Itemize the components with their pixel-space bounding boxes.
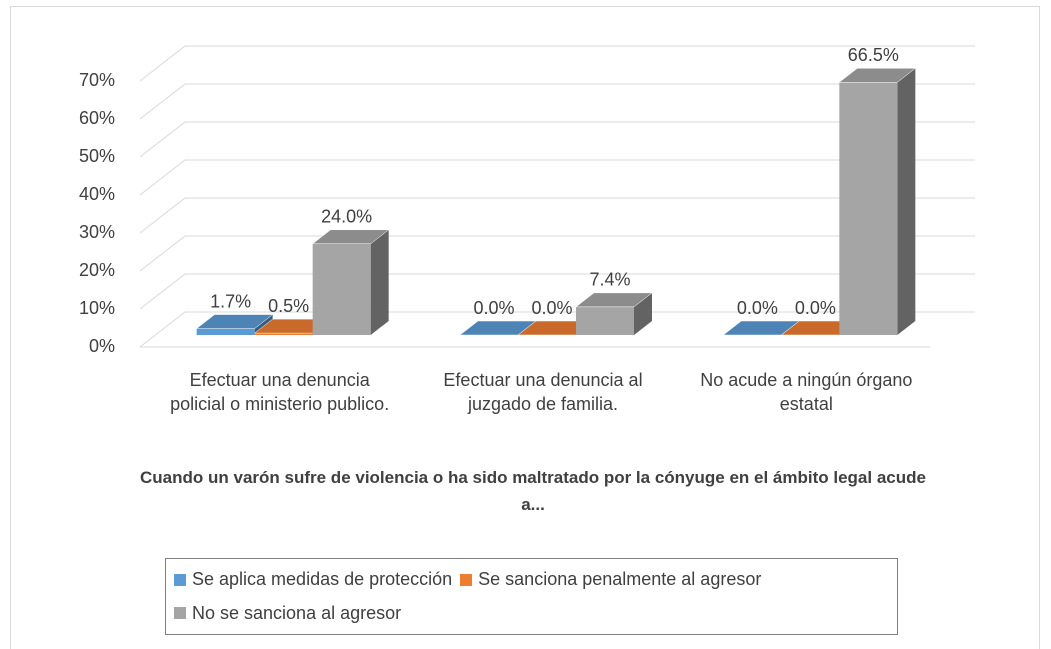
bar-group xyxy=(838,68,917,336)
value-label: 66.5% xyxy=(848,45,899,65)
legend-swatch xyxy=(174,573,186,586)
y-tick-label: 20% xyxy=(79,260,115,280)
y-tick-label: 50% xyxy=(79,146,115,166)
legend-swatch xyxy=(174,607,186,620)
grid-line xyxy=(139,197,975,234)
y-tick-label: 70% xyxy=(79,70,115,90)
value-label: 0.0% xyxy=(795,298,836,318)
legend: Se aplica medidas de protección Se sancio… xyxy=(165,558,898,635)
value-label: 1.7% xyxy=(210,291,251,311)
value-label: 0.5% xyxy=(268,296,309,316)
bar-group xyxy=(575,292,653,335)
value-label: 0.0% xyxy=(737,298,778,318)
y-tick-label: 40% xyxy=(79,184,115,204)
legend-label: Se aplica medidas de protección xyxy=(192,569,453,590)
value-label: 0.0% xyxy=(531,298,572,318)
bar-top xyxy=(311,229,390,245)
bar-group xyxy=(311,229,390,335)
grid-line xyxy=(139,83,975,120)
y-tick-label: 10% xyxy=(79,298,115,318)
chart-title: Cuando un varón sufre de violencia o ha … xyxy=(140,468,926,514)
grid-line xyxy=(139,121,975,158)
bar xyxy=(254,333,313,335)
value-label: 7.4% xyxy=(589,270,630,290)
grid-line xyxy=(139,235,975,272)
y-tick-label: 60% xyxy=(79,108,115,128)
bar xyxy=(196,328,255,335)
value-label: 0.0% xyxy=(473,298,514,318)
bar-top xyxy=(575,292,653,308)
legend-label: No se sanciona al agresor xyxy=(192,602,402,623)
bar xyxy=(576,306,634,335)
bar-side xyxy=(897,68,916,336)
legend-item: Se aplica medidas de protección xyxy=(174,569,452,590)
legend-item: Se sanciona penalmente al agresor xyxy=(460,569,761,590)
y-tick-label: 0% xyxy=(89,336,115,356)
bar xyxy=(312,243,371,335)
x-tick-label: Efectuar una denuncia al juzgado de fami… xyxy=(443,370,643,414)
bar-top xyxy=(838,68,917,83)
legend-item: No se sanciona al agresor xyxy=(174,603,401,624)
grid-line xyxy=(139,159,975,196)
value-label: 24.0% xyxy=(321,207,372,227)
bar xyxy=(839,82,898,335)
bar-group xyxy=(195,314,274,335)
grid-line xyxy=(139,311,975,348)
bar-side xyxy=(370,229,389,335)
x-tick-label: Efectuar una denuncia policial o ministe… xyxy=(170,370,390,414)
chart-frame xyxy=(10,6,1040,649)
legend-label: Se sanciona penalmente al agresor xyxy=(478,569,762,590)
grid-line xyxy=(139,273,975,310)
bar-top xyxy=(195,314,274,329)
legend-swatch xyxy=(460,573,473,586)
grid-line xyxy=(139,45,975,82)
x-tick-label: No acude a ningún órgano estatal xyxy=(700,370,913,414)
y-tick-label: 30% xyxy=(79,222,115,242)
